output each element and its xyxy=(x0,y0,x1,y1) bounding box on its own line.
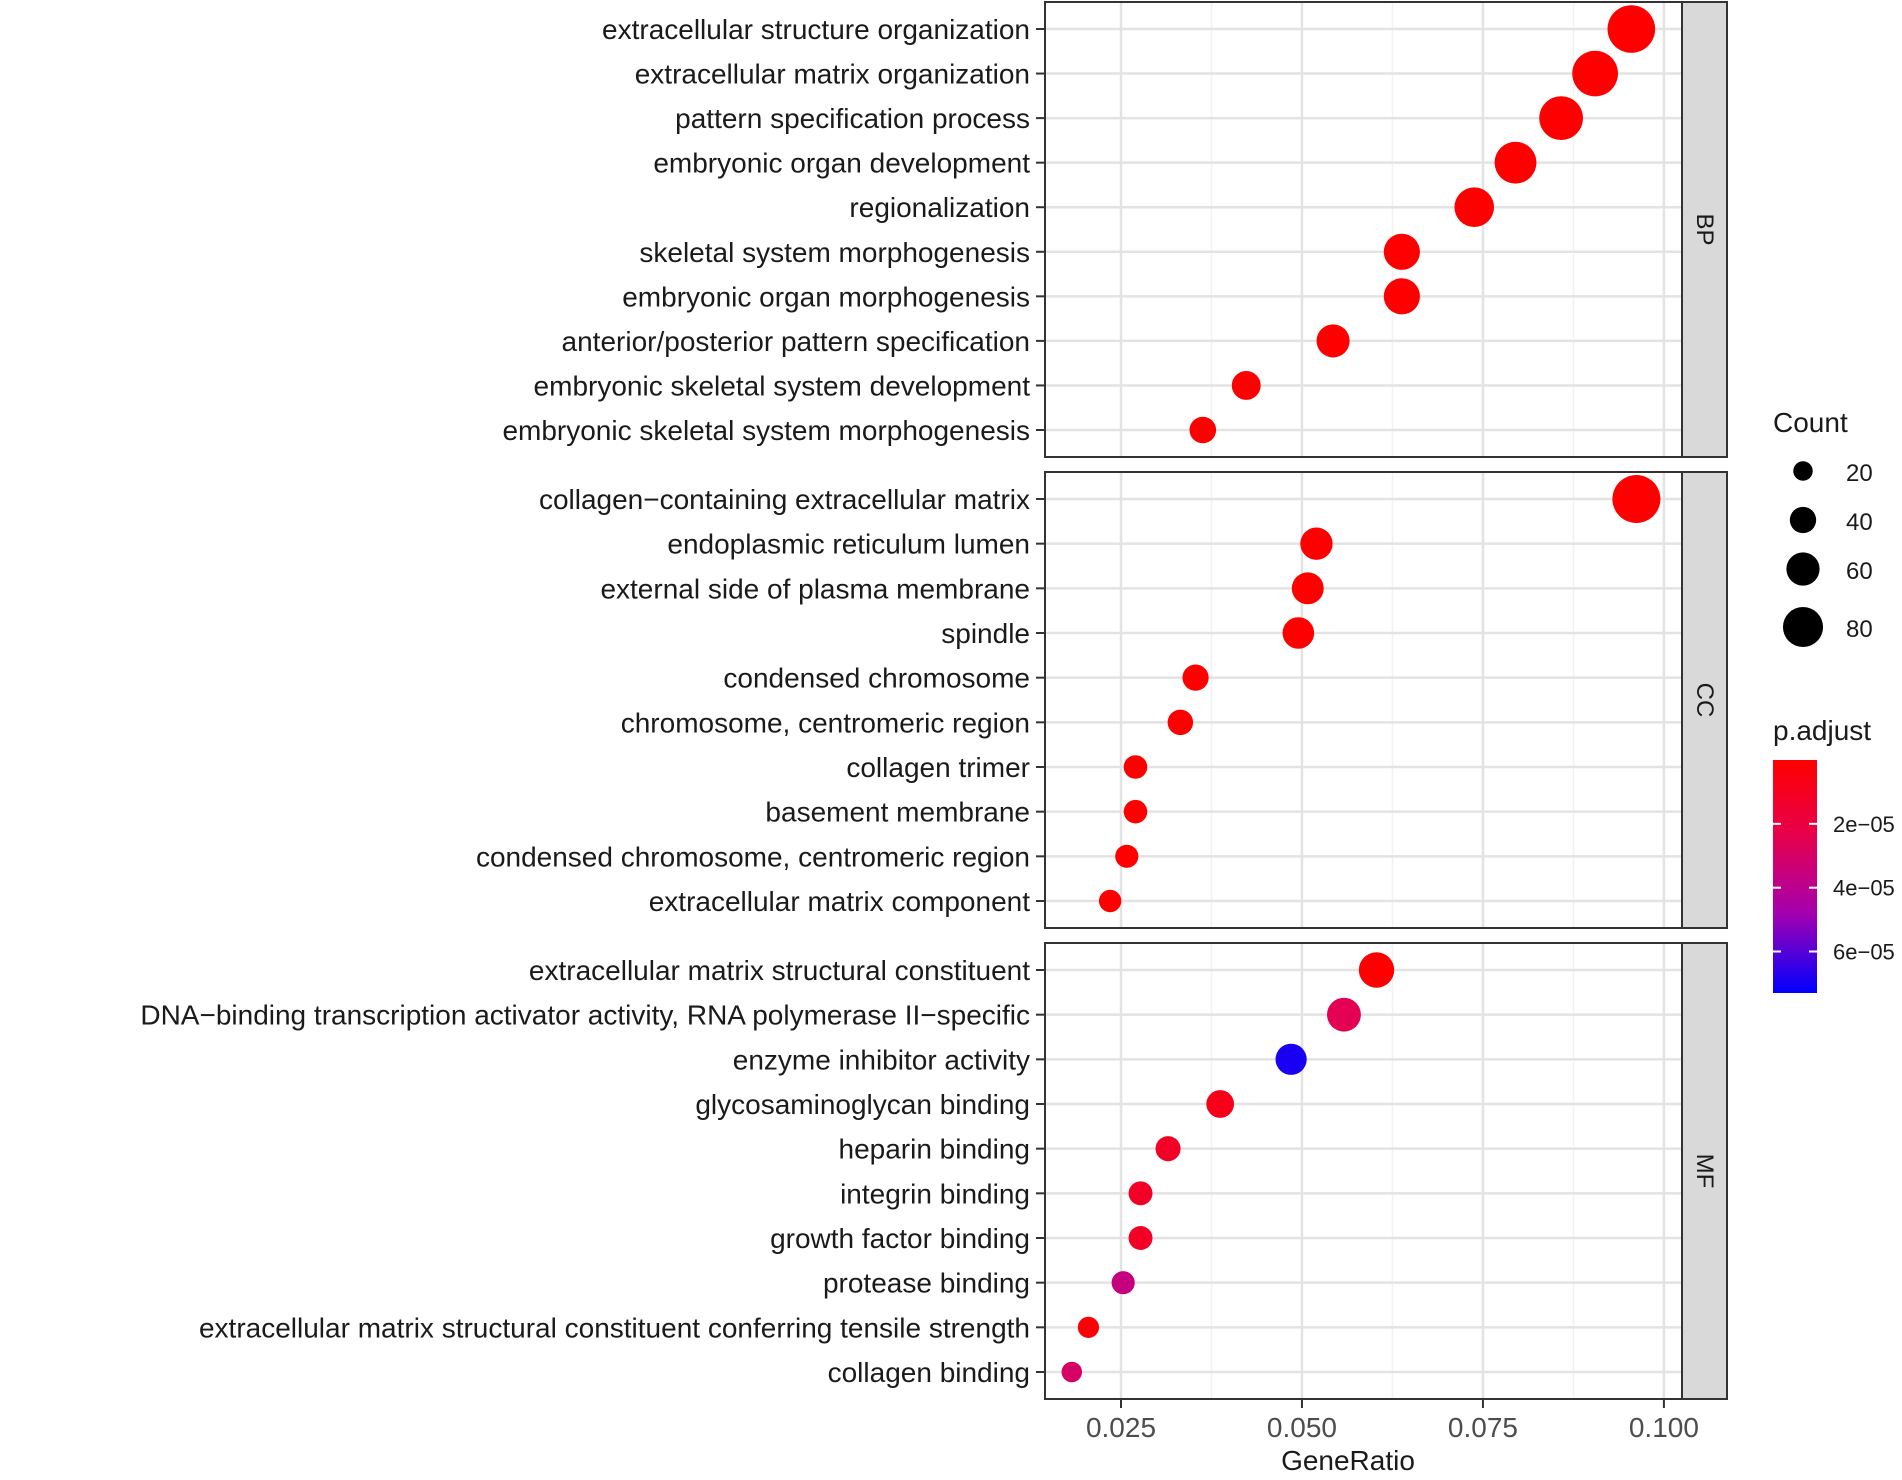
size-legend-label: 20 xyxy=(1846,460,1873,487)
data-point xyxy=(1155,1136,1181,1162)
term-label: integrin binding xyxy=(840,1178,1030,1209)
data-point xyxy=(1231,370,1261,400)
x-axis-title: GeneRatio xyxy=(1281,1445,1415,1475)
data-point xyxy=(1123,799,1148,824)
term-label: endoplasmic reticulum lumen xyxy=(667,529,1030,560)
facet-strip-label: BP xyxy=(1691,213,1718,245)
term-label: collagen binding xyxy=(828,1357,1030,1388)
size-legend-label: 40 xyxy=(1846,509,1873,536)
color-legend: p.adjust 2e−05 4e−05 6e−05 xyxy=(1773,715,1895,993)
data-point xyxy=(1539,96,1584,141)
color-legend-label: 2e−05 xyxy=(1833,812,1895,837)
data-point xyxy=(1316,324,1350,358)
term-label: extracellular matrix organization xyxy=(635,59,1030,90)
term-label: embryonic skeletal system development xyxy=(534,370,1031,401)
color-legend-title: p.adjust xyxy=(1773,715,1871,746)
data-point xyxy=(1167,709,1194,736)
size-legend: Count 20 40 60 80 xyxy=(1773,407,1873,648)
panel-background xyxy=(1045,943,1682,1399)
term-label: DNA−binding transcription activator acti… xyxy=(140,1000,1030,1031)
data-point xyxy=(1572,50,1618,97)
panel-bp: extracellular structure organization extr… xyxy=(502,1,1728,458)
panel-mf: extracellular matrix structural constitu… xyxy=(140,942,1728,1400)
term-label: collagen−containing extracellular matrix xyxy=(539,484,1030,515)
data-point xyxy=(1383,278,1420,315)
data-point xyxy=(1275,1043,1307,1075)
facet-strip xyxy=(1681,942,1728,1400)
term-label: embryonic organ development xyxy=(653,148,1030,179)
size-legend-label: 60 xyxy=(1846,558,1873,585)
size-legend-key xyxy=(1789,506,1817,534)
term-label: skeletal system morphogenesis xyxy=(639,237,1030,268)
x-tick-label: 0.075 xyxy=(1448,1412,1518,1443)
facet-strip xyxy=(1681,1,1728,458)
color-legend-label: 4e−05 xyxy=(1833,876,1895,901)
data-point xyxy=(1128,1181,1153,1206)
data-point xyxy=(1061,1361,1083,1383)
color-legend-label: 6e−05 xyxy=(1833,940,1895,965)
color-legend-bar xyxy=(1773,760,1817,993)
size-legend-key xyxy=(1793,461,1813,481)
data-point xyxy=(1206,1090,1235,1118)
size-legend-key xyxy=(1786,552,1820,586)
size-legend-key xyxy=(1782,606,1824,648)
term-label: chromosome, centromeric region xyxy=(621,707,1030,738)
term-label: protease binding xyxy=(823,1268,1030,1299)
data-point xyxy=(1128,1226,1153,1250)
data-point xyxy=(1327,997,1361,1032)
term-label: condensed chromosome xyxy=(723,663,1030,694)
x-tick-label: 0.025 xyxy=(1086,1412,1156,1443)
size-legend-label: 80 xyxy=(1846,616,1873,643)
term-label: extracellular matrix component xyxy=(649,886,1030,917)
term-label: embryonic skeletal system morphogenesis xyxy=(502,415,1030,446)
data-point xyxy=(1612,475,1661,523)
term-label: basement membrane xyxy=(765,797,1030,828)
term-label: pattern specification process xyxy=(675,103,1030,134)
panel-background xyxy=(1045,472,1682,928)
facet-strip xyxy=(1681,471,1728,929)
term-label: extracellular matrix structural constitu… xyxy=(199,1312,1030,1343)
facet-strip-label: MF xyxy=(1691,1154,1718,1189)
term-label: extracellular matrix structural constitu… xyxy=(529,955,1030,986)
term-label: embryonic organ morphogenesis xyxy=(622,281,1030,312)
term-label: enzyme inhibitor activity xyxy=(733,1044,1030,1075)
data-point xyxy=(1607,5,1656,53)
data-point xyxy=(1115,844,1139,868)
data-point xyxy=(1189,416,1217,444)
term-label: spindle xyxy=(941,618,1030,649)
term-label: glycosaminoglycan binding xyxy=(695,1089,1030,1120)
panel-cc: collagen−containing extracellular matrix… xyxy=(476,471,1728,929)
data-point xyxy=(1123,755,1148,779)
data-point xyxy=(1182,664,1209,691)
x-tick-label: 0.050 xyxy=(1267,1412,1337,1443)
facet-strip-label: CC xyxy=(1691,683,1718,718)
data-point xyxy=(1282,617,1315,649)
data-point xyxy=(1454,187,1495,228)
term-label: collagen trimer xyxy=(846,752,1030,783)
term-label: extracellular structure organization xyxy=(602,14,1030,45)
data-point xyxy=(1098,889,1122,913)
data-point xyxy=(1077,1316,1100,1338)
data-point xyxy=(1291,572,1324,605)
data-point xyxy=(1494,141,1537,184)
term-label: external side of plasma membrane xyxy=(600,573,1030,604)
term-label: regionalization xyxy=(849,192,1030,223)
term-label: condensed chromosome, centromeric region xyxy=(476,841,1030,872)
data-point xyxy=(1111,1271,1135,1295)
size-legend-title: Count xyxy=(1773,407,1848,438)
data-point xyxy=(1383,233,1420,270)
term-label: anterior/posterior pattern specification xyxy=(562,326,1030,357)
data-point xyxy=(1358,952,1395,988)
x-tick-label: 0.100 xyxy=(1629,1412,1699,1443)
term-label: heparin binding xyxy=(839,1134,1031,1165)
data-point xyxy=(1300,527,1333,560)
term-label: growth factor binding xyxy=(770,1223,1030,1254)
